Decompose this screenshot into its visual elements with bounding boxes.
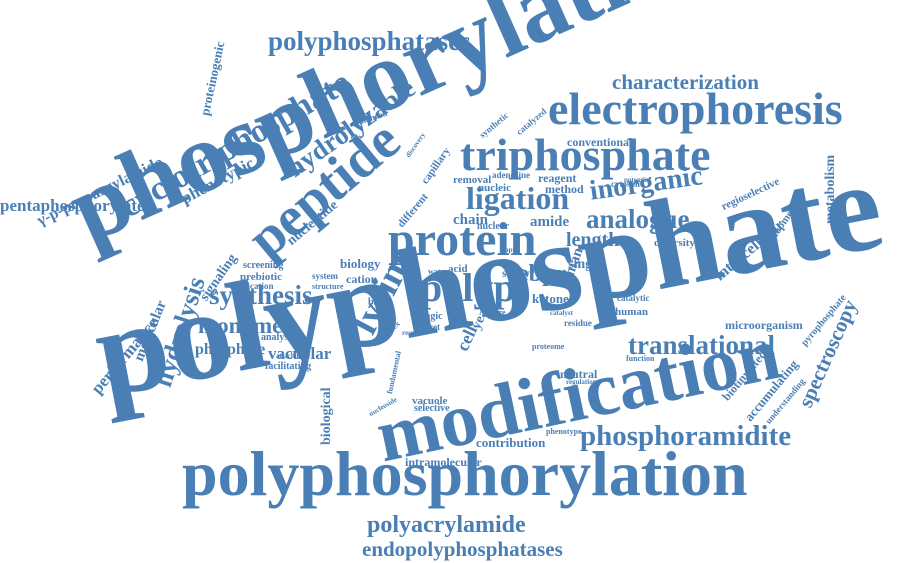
word-analysis: analysis bbox=[261, 332, 295, 343]
word-function: function bbox=[626, 354, 655, 363]
word-phosphate: phosphate bbox=[195, 341, 266, 358]
word-magic: magic bbox=[417, 311, 443, 322]
word-synthesis: synthesis bbox=[209, 280, 313, 310]
word-reagent: reagent bbox=[538, 171, 577, 185]
word-amide: amide bbox=[530, 214, 570, 230]
word-human: human bbox=[615, 306, 649, 318]
word-attachment: attachment bbox=[276, 352, 310, 360]
word-conventional: conventional bbox=[567, 135, 633, 149]
word-protein: protein bbox=[388, 213, 537, 266]
word-chain: chain bbox=[453, 212, 489, 228]
word-removal: removal bbox=[453, 174, 492, 186]
word-biological: biological bbox=[319, 387, 334, 445]
word-vacuole: vacuole bbox=[412, 395, 448, 407]
word-polyacrylamide: polyacrylamide bbox=[367, 512, 526, 538]
word-adenosine: adenosine bbox=[492, 170, 531, 180]
word-polyphosphatases: polyphosphatases bbox=[268, 26, 471, 56]
word-prebiotic: prebiotic bbox=[240, 271, 282, 283]
word-study: study bbox=[502, 266, 531, 280]
word-metabolism: metabolism bbox=[823, 154, 838, 224]
word-implication: implication bbox=[230, 281, 274, 291]
word-acid: acid bbox=[448, 263, 468, 275]
word-microorganism: microorganism bbox=[725, 318, 803, 332]
word-polyp: polyp bbox=[420, 265, 516, 310]
word-selective: selective bbox=[414, 403, 450, 414]
word-triphosphate: triphosphate bbox=[460, 129, 711, 180]
word-single: single bbox=[568, 257, 603, 272]
word-catalyst: catalyst bbox=[550, 309, 573, 317]
word-basic: basic bbox=[368, 297, 390, 308]
word-analogue: analogue bbox=[586, 204, 690, 234]
word-ketone: ketone bbox=[532, 291, 569, 306]
word-rapid: rapid bbox=[502, 246, 519, 254]
word-cation: cation bbox=[346, 272, 378, 286]
word-system: system bbox=[312, 271, 338, 281]
word-phosphoramidite: phosphoramidite bbox=[580, 420, 792, 452]
word-translational: translational bbox=[628, 330, 776, 360]
word-cytosolic: cytosolic bbox=[611, 179, 644, 189]
word-result: result bbox=[402, 329, 419, 337]
word-catalytic: catalytic bbox=[617, 293, 650, 303]
word-biology: biology bbox=[340, 256, 381, 271]
word-structure: structure bbox=[312, 282, 344, 291]
word-ebpr: ebpr bbox=[518, 261, 566, 287]
word-water: water bbox=[428, 267, 448, 276]
word-monomer: monomer bbox=[198, 313, 293, 338]
word-discovery: discovery bbox=[404, 131, 428, 160]
word-facilitating: facilitating bbox=[265, 361, 312, 372]
word-potential: potential bbox=[624, 176, 651, 184]
word-vacuolar: vacuolar bbox=[268, 344, 332, 363]
word-characterization: characterization bbox=[612, 70, 759, 94]
word-nucleic: nucleic bbox=[478, 182, 511, 194]
word-post: post bbox=[532, 263, 549, 273]
word-diversity: diversity bbox=[654, 237, 695, 249]
word-length: length bbox=[566, 229, 620, 251]
word-method: method bbox=[545, 182, 584, 196]
word-phenotype: phenotype bbox=[546, 427, 582, 436]
word-intramolecular: intramolecular bbox=[405, 455, 482, 469]
word-residue: residue bbox=[564, 318, 592, 328]
word-proteome: proteome bbox=[532, 342, 565, 351]
word-target: target bbox=[417, 322, 440, 332]
word-capillary: capillary bbox=[419, 145, 453, 187]
word-pentaphosphorylated: pentaphosphorylated bbox=[0, 196, 154, 215]
word-neutral: neutral bbox=[560, 367, 598, 381]
word-regulation: regulation bbox=[566, 378, 597, 386]
word-contribution: contribution bbox=[476, 435, 546, 450]
word-electrophoresis: electrophoresis bbox=[548, 83, 843, 134]
word-nuclear: nuclear bbox=[477, 221, 510, 232]
word-nature: nature bbox=[483, 308, 506, 317]
word-polyphosphorylation: polyphosphorylation bbox=[182, 438, 748, 509]
word-screening: screening bbox=[243, 260, 284, 271]
word-ligation: ligation bbox=[466, 180, 570, 216]
word-endopolyphosphatases: endopolyphosphatases bbox=[362, 537, 563, 561]
